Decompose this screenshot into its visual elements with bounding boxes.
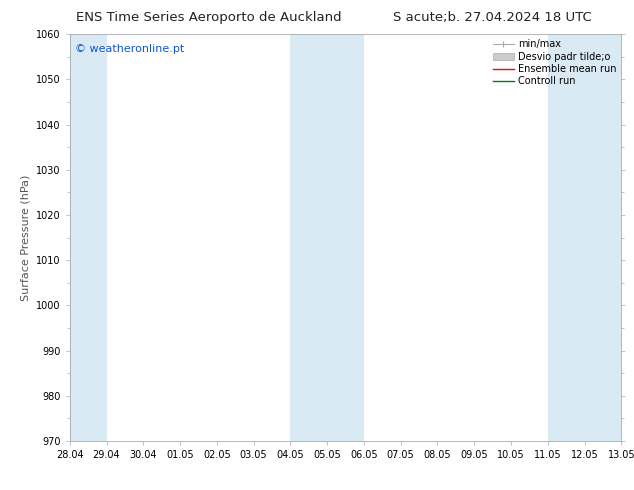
Text: ENS Time Series Aeroporto de Auckland: ENS Time Series Aeroporto de Auckland <box>76 11 342 24</box>
Legend: min/max, Desvio padr tilde;o, Ensemble mean run, Controll run: min/max, Desvio padr tilde;o, Ensemble m… <box>491 37 618 88</box>
Bar <box>548 34 621 441</box>
Bar <box>70 34 107 441</box>
Y-axis label: Surface Pressure (hPa): Surface Pressure (hPa) <box>20 174 30 301</box>
Text: © weatheronline.pt: © weatheronline.pt <box>75 45 184 54</box>
Text: S acute;b. 27.04.2024 18 UTC: S acute;b. 27.04.2024 18 UTC <box>393 11 592 24</box>
Bar <box>290 34 364 441</box>
